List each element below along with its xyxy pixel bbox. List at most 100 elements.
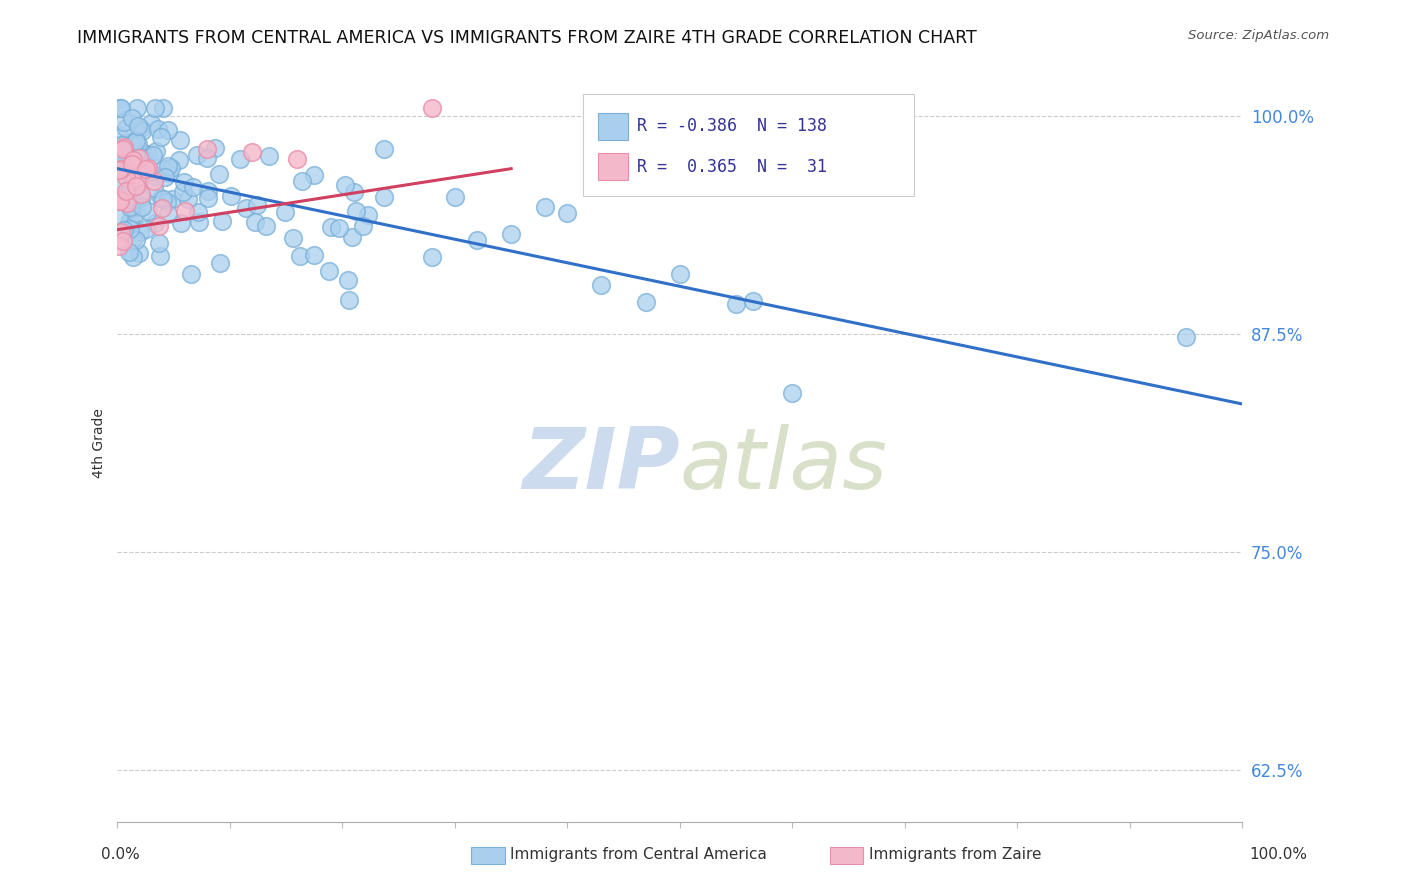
Text: Immigrants from Central America: Immigrants from Central America xyxy=(510,847,768,862)
Point xyxy=(118,222,141,236)
Point xyxy=(157,207,180,221)
Point xyxy=(344,203,367,218)
Point xyxy=(444,190,467,204)
Point xyxy=(115,184,138,198)
Point xyxy=(135,222,157,236)
Point xyxy=(636,295,658,310)
Point xyxy=(107,194,129,208)
Point xyxy=(108,194,131,208)
Point xyxy=(118,181,141,195)
Point xyxy=(180,267,202,281)
Point xyxy=(127,178,149,192)
Point xyxy=(287,152,309,166)
Point xyxy=(131,146,153,161)
Point xyxy=(142,181,165,195)
Point xyxy=(254,219,277,233)
Point xyxy=(373,142,395,156)
Point xyxy=(145,169,167,183)
Point xyxy=(107,128,129,142)
Point xyxy=(162,192,184,206)
Point xyxy=(153,162,176,177)
Point xyxy=(181,179,204,194)
Point xyxy=(150,129,173,144)
Point xyxy=(117,186,139,201)
Text: 100.0%: 100.0% xyxy=(1250,847,1308,862)
Point xyxy=(235,201,257,215)
Point xyxy=(274,205,297,219)
Point xyxy=(208,256,231,270)
Point xyxy=(114,160,136,174)
Point xyxy=(121,167,143,181)
Text: R = -0.386  N = 138: R = -0.386 N = 138 xyxy=(637,117,827,135)
Point xyxy=(318,264,340,278)
Point xyxy=(107,144,129,158)
Point xyxy=(156,195,179,210)
Point xyxy=(131,124,153,138)
Point xyxy=(157,165,180,179)
Point xyxy=(422,101,444,115)
Point xyxy=(128,150,150,164)
Point xyxy=(131,200,153,214)
Point xyxy=(127,177,149,191)
Y-axis label: 4th Grade: 4th Grade xyxy=(93,409,107,478)
Point xyxy=(124,178,146,193)
Point xyxy=(742,293,765,308)
Point xyxy=(128,151,150,165)
Point xyxy=(197,190,219,204)
Point xyxy=(122,232,145,246)
Point xyxy=(782,385,804,400)
Point xyxy=(141,116,163,130)
Point xyxy=(245,215,267,229)
Point xyxy=(207,167,229,181)
Point xyxy=(129,225,152,239)
Point xyxy=(343,186,366,200)
Point xyxy=(121,195,143,210)
Point xyxy=(242,145,264,160)
Point xyxy=(125,233,148,247)
Point xyxy=(143,101,166,115)
Point xyxy=(121,153,143,168)
Point xyxy=(337,293,360,308)
Point xyxy=(125,132,148,146)
Point xyxy=(128,246,150,260)
Point xyxy=(108,137,131,152)
Point xyxy=(127,160,149,174)
Point xyxy=(121,157,143,171)
Point xyxy=(148,219,170,233)
Point xyxy=(127,119,149,133)
Point xyxy=(127,165,149,179)
Point xyxy=(112,140,135,154)
Point xyxy=(174,203,197,218)
Point xyxy=(321,220,343,235)
Point xyxy=(120,213,142,227)
Point xyxy=(186,148,208,162)
Point xyxy=(136,161,159,176)
Point xyxy=(333,178,356,192)
Point xyxy=(143,216,166,230)
Text: 0.0%: 0.0% xyxy=(101,847,141,862)
Point xyxy=(149,249,172,263)
Point xyxy=(172,185,194,199)
Point xyxy=(228,152,250,166)
Point xyxy=(112,234,135,248)
Point xyxy=(132,154,155,169)
Point xyxy=(302,169,325,183)
Point xyxy=(125,101,148,115)
Point xyxy=(110,225,132,239)
Point xyxy=(129,120,152,135)
Point xyxy=(422,250,444,264)
Point xyxy=(110,161,132,176)
Text: IMMIGRANTS FROM CENTRAL AMERICA VS IMMIGRANTS FROM ZAIRE 4TH GRADE CORRELATION C: IMMIGRANTS FROM CENTRAL AMERICA VS IMMIG… xyxy=(77,29,977,46)
Point xyxy=(152,192,174,206)
Point xyxy=(197,142,219,156)
Point xyxy=(108,192,131,206)
Point xyxy=(160,161,183,175)
Point xyxy=(108,209,131,223)
Point xyxy=(304,248,326,262)
Point xyxy=(112,222,135,236)
Point xyxy=(211,214,233,228)
Point xyxy=(108,101,131,115)
Point xyxy=(153,169,176,184)
Point xyxy=(124,206,146,220)
Point xyxy=(557,206,579,220)
